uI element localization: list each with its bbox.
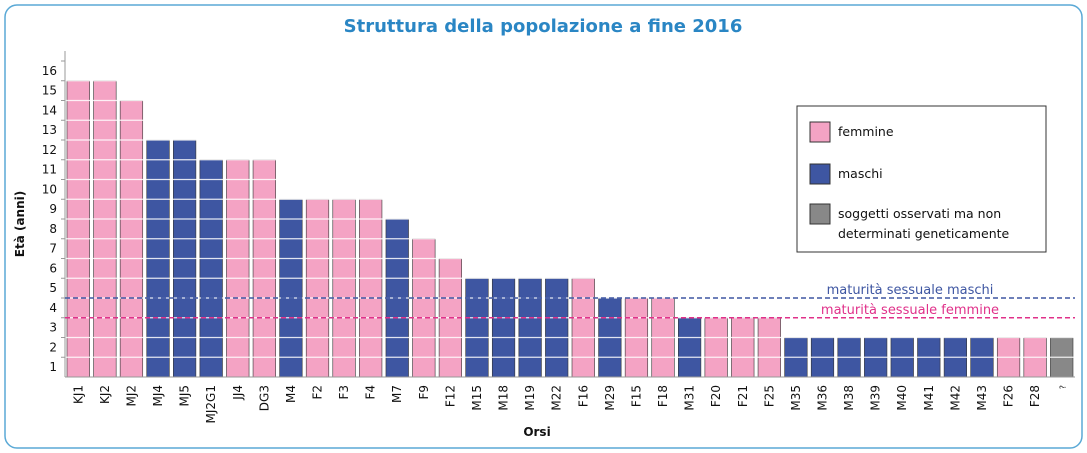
bar xyxy=(465,277,489,378)
x-tick-label: M43 xyxy=(975,385,989,411)
bar xyxy=(678,317,702,378)
x-tick-label: F28 xyxy=(1028,385,1042,407)
x-tick-label: MJ4 xyxy=(151,385,165,407)
x-tick-label: M19 xyxy=(523,385,537,411)
x-tick-label: F2 xyxy=(311,385,325,400)
x-tick-label: F21 xyxy=(736,385,750,407)
y-tick-label: 13 xyxy=(42,123,57,137)
legend-swatch xyxy=(809,203,831,225)
x-tick-label: F26 xyxy=(1002,385,1016,407)
bar xyxy=(93,80,117,378)
x-tick-label: MJ2 xyxy=(124,385,138,407)
y-tick-label: 2 xyxy=(49,340,57,354)
x-tick-label: M35 xyxy=(789,385,803,411)
x-tick-label: F16 xyxy=(576,385,590,407)
x-tick-label: JJ4 xyxy=(231,385,245,401)
x-tick-label: F3 xyxy=(337,385,351,400)
x-tick-label: M7 xyxy=(390,385,404,403)
x-tick-label: M18 xyxy=(497,385,511,411)
y-tick-label: 14 xyxy=(42,103,57,117)
x-tick-label: M42 xyxy=(948,385,962,411)
y-tick-label: 6 xyxy=(49,261,57,275)
bar xyxy=(518,277,542,378)
bar xyxy=(704,317,728,378)
reference-label: maturità sessuale femmine xyxy=(821,303,999,318)
bar xyxy=(332,198,356,378)
x-tick-label: M31 xyxy=(683,385,697,411)
x-tick-label: MJ2G1 xyxy=(204,385,218,423)
bar xyxy=(491,277,516,378)
x-tick-label: M15 xyxy=(470,385,484,411)
bar xyxy=(279,198,303,378)
y-tick-label: 7 xyxy=(49,242,57,256)
bar xyxy=(199,159,223,378)
x-axis-label: Orsi xyxy=(523,425,550,439)
bar xyxy=(252,159,276,378)
x-tick-label: MJ5 xyxy=(178,385,192,407)
y-tick-label: 5 xyxy=(49,281,57,295)
legend-box xyxy=(796,105,1047,253)
x-tick-label: F12 xyxy=(443,385,457,407)
y-tick-label: 3 xyxy=(49,321,57,335)
y-tick-label: 16 xyxy=(42,64,57,78)
x-tick-label: F4 xyxy=(364,385,378,400)
x-tick-label: F15 xyxy=(629,385,643,407)
x-tick-label: M39 xyxy=(869,385,883,411)
legend-swatch xyxy=(809,121,831,143)
bar xyxy=(226,159,250,378)
y-tick-label: 8 xyxy=(49,222,57,236)
reference-label: maturità sessuale maschi xyxy=(827,283,994,298)
y-tick-label: 15 xyxy=(42,84,57,98)
y-axis-label: Età (anni) xyxy=(13,191,27,257)
legend-label: femmine xyxy=(838,124,894,139)
y-tick-label: 1 xyxy=(49,360,57,374)
x-tick-label: ? xyxy=(1059,385,1068,389)
x-tick-label: M36 xyxy=(816,385,830,411)
x-tick-label: F18 xyxy=(656,385,670,407)
bar xyxy=(731,317,755,378)
bar xyxy=(412,238,436,378)
x-tick-label: M29 xyxy=(603,385,617,411)
bar xyxy=(571,277,595,378)
bar xyxy=(66,80,90,378)
bar xyxy=(305,198,330,378)
x-tick-label: F9 xyxy=(417,385,431,400)
x-tick-label: KJ1 xyxy=(71,385,85,404)
y-tick-label: 11 xyxy=(42,163,57,177)
x-tick-label: M4 xyxy=(284,385,298,403)
x-tick-label: M38 xyxy=(842,385,856,411)
bar xyxy=(757,317,781,378)
legend-swatch xyxy=(809,163,831,185)
chart-title: Struttura della popolazione a fine 2016 xyxy=(344,16,743,37)
x-tick-label: F25 xyxy=(762,385,776,407)
x-tick-label: KJ2 xyxy=(98,385,112,404)
legend-label: soggetti osservati ma non determinati ge… xyxy=(838,206,1010,241)
x-tick-label: M22 xyxy=(550,385,564,411)
x-tick-label: M41 xyxy=(922,385,936,411)
x-tick-label: F20 xyxy=(709,385,723,407)
x-tick-label: DG3 xyxy=(257,385,271,411)
y-tick-label: 10 xyxy=(42,182,57,196)
y-tick-label: 9 xyxy=(49,202,57,216)
x-tick-label: M40 xyxy=(895,385,909,411)
y-tick-label: 4 xyxy=(49,301,57,315)
bar xyxy=(545,277,569,378)
legend-label: maschi xyxy=(838,166,883,181)
bar xyxy=(359,198,383,378)
y-tick-label: 12 xyxy=(42,143,57,157)
